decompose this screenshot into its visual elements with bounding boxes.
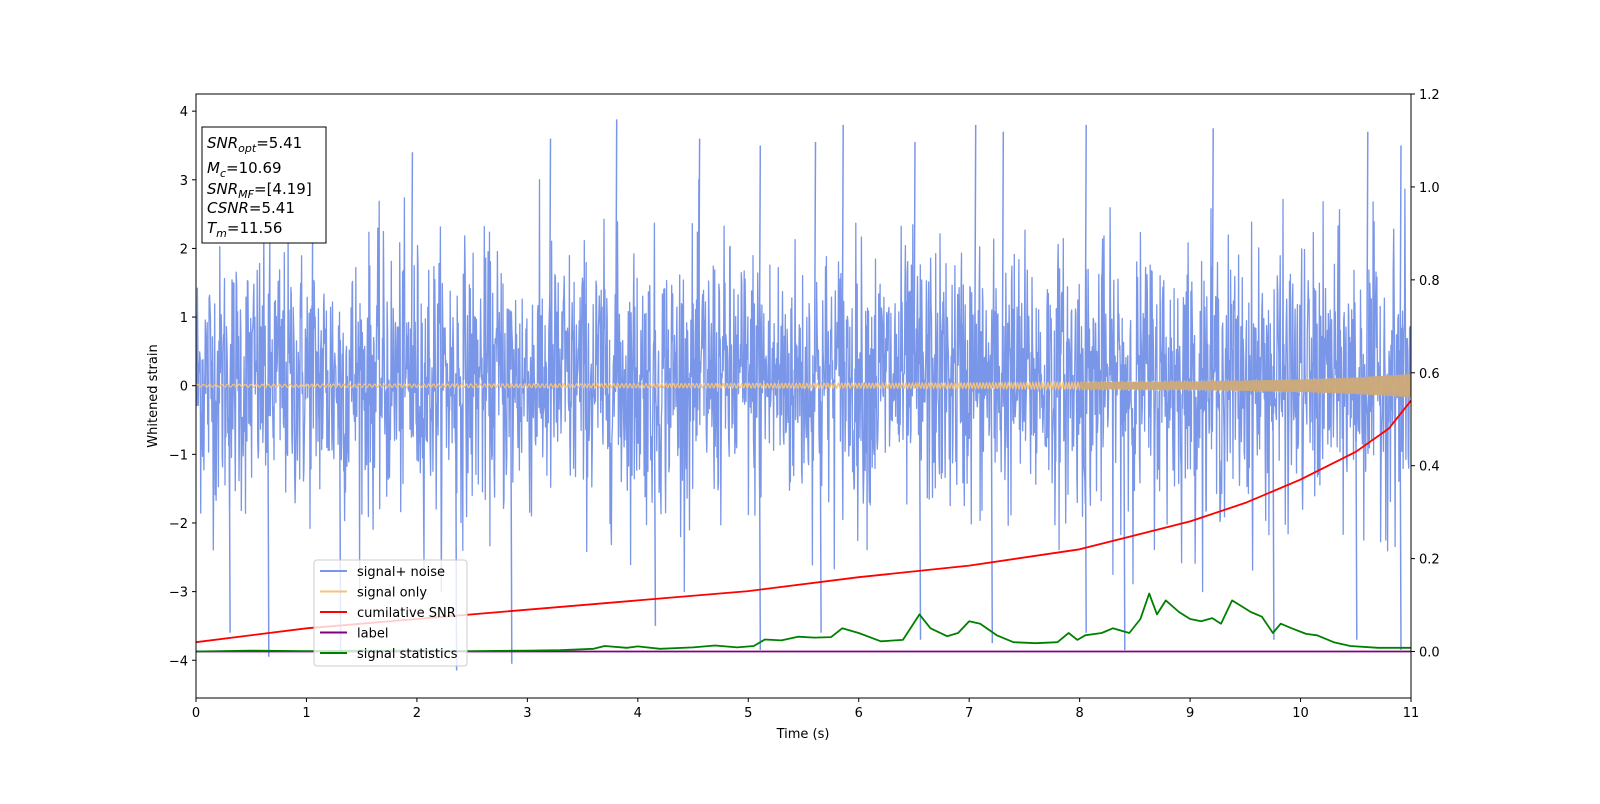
noise-spike <box>758 385 762 651</box>
noise-spike <box>510 385 513 664</box>
x-tick-label: 9 <box>1186 706 1194 721</box>
noise-spike <box>918 385 922 640</box>
x-tick-label: 7 <box>965 706 973 721</box>
y-left-tick-label: −2 <box>169 517 188 532</box>
noise-spike <box>973 124 977 386</box>
noise-trace <box>196 179 1411 593</box>
noise-spike <box>410 152 414 386</box>
noise-spike <box>819 385 822 633</box>
x-tick-label: 0 <box>192 706 200 721</box>
y-right-tick-label: 0.6 <box>1419 367 1440 382</box>
x-tick-label: 4 <box>634 706 642 721</box>
noise-spike <box>1399 145 1402 386</box>
info-csnr: CSNR=5.41 <box>207 199 295 217</box>
noise-spike <box>267 385 270 657</box>
noise-spike <box>614 119 618 386</box>
noise-spike <box>1366 131 1369 386</box>
info-snr-mf: SNRMF=[4.19] <box>207 180 312 201</box>
x-tick-label: 10 <box>1292 706 1309 721</box>
noise-spike <box>1084 385 1087 633</box>
x-tick-label: 8 <box>1075 706 1083 721</box>
x-tick-label: 1 <box>302 706 310 721</box>
y-left-tick-label: 1 <box>180 311 188 326</box>
legend-label: label <box>357 627 388 642</box>
info-box-frame <box>201 126 327 244</box>
info-box: SNRopt=5.41 Mc=10.69 SNRMF=[4.19] CSNR=5… <box>201 126 327 244</box>
info-mc: Mc=10.69 <box>207 159 282 180</box>
info-snr-opt: SNRopt=5.41 <box>207 134 302 155</box>
info-tm: Tm=11.56 <box>207 219 282 240</box>
legend-label: signal only <box>357 586 427 601</box>
noise-spike <box>228 385 231 633</box>
y-right-tick-label: 0.8 <box>1419 274 1440 289</box>
y-left-tick-label: −4 <box>169 654 188 669</box>
y-right-tick-label: 0.2 <box>1419 553 1440 568</box>
x-tick-label: 3 <box>523 706 531 721</box>
y-axis-label: Whitened strain <box>146 344 161 447</box>
y-right-tick-label: 1.2 <box>1419 88 1440 103</box>
y-left-tick-label: 3 <box>180 174 188 189</box>
noise-spike <box>697 138 701 386</box>
series-signal-noise <box>196 119 1411 671</box>
y-axis-right: 1.2 1.0 0.8 0.6 0.4 0.2 0.0 <box>1411 88 1440 661</box>
legend-label: signal+ noise <box>357 565 445 580</box>
x-tick-label: 5 <box>744 706 752 721</box>
x-axis: 0 1 2 3 4 5 6 7 8 9 10 11 <box>192 698 1419 721</box>
noise-spike <box>1355 385 1358 640</box>
x-tick-label: 2 <box>413 706 421 721</box>
noise-spike <box>913 141 916 386</box>
y-axis-left: 4 3 2 1 0 −1 −2 −3 −4 <box>169 105 196 669</box>
legend-frame <box>313 559 468 667</box>
x-axis-label: Time (s) <box>776 727 830 742</box>
series-signal-only <box>196 373 1411 398</box>
noise-spike <box>1211 128 1214 386</box>
series-signal-statistics <box>196 592 1411 653</box>
plot-frame <box>195 93 1412 699</box>
noise-spike <box>653 385 657 626</box>
y-left-tick-label: 4 <box>180 105 188 120</box>
noise-spike <box>1123 385 1126 651</box>
noise-spike <box>548 138 552 386</box>
y-right-tick-label: 0.4 <box>1419 460 1440 475</box>
y-right-tick-label: 1.0 <box>1419 181 1440 196</box>
noise-spike <box>758 145 762 386</box>
noise-spike <box>990 385 994 644</box>
signal-only-envelope <box>1079 374 1411 398</box>
x-tick-label: 6 <box>855 706 863 721</box>
y-left-tick-label: −1 <box>169 448 188 463</box>
y-right-tick-label: 0.0 <box>1419 646 1440 661</box>
noise-spike <box>813 141 817 386</box>
y-left-tick-label: −3 <box>169 586 188 601</box>
legend-label: signal statistics <box>357 647 458 662</box>
x-tick-label: 11 <box>1403 706 1420 721</box>
y-left-tick-label: 0 <box>180 380 188 395</box>
noise-spike <box>1272 385 1275 640</box>
legend: signal+ noise signal only cumilative SNR la… <box>313 559 468 667</box>
noise-spike <box>1084 124 1087 386</box>
noise-spike <box>841 124 844 386</box>
y-left-tick-label: 2 <box>180 242 188 257</box>
legend-label: cumilative SNR <box>357 606 456 621</box>
noise-spike <box>1001 131 1005 386</box>
noise-spike <box>1399 385 1402 651</box>
